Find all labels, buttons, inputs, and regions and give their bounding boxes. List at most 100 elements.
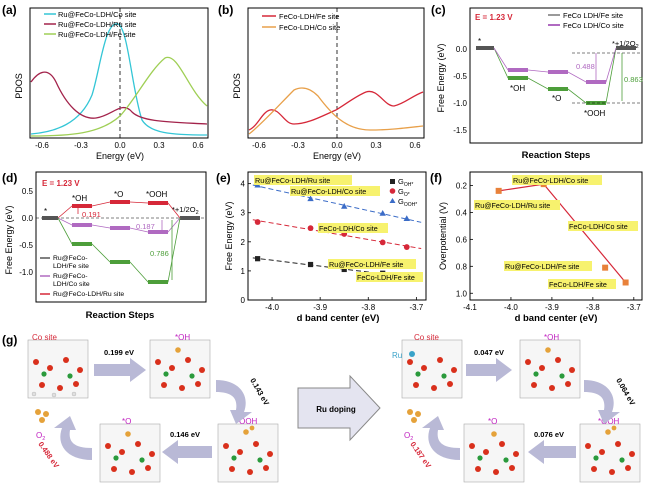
panel-label-a: (a) xyxy=(2,3,17,17)
panel-e-label-co: FeCo-LDH/Co site xyxy=(319,224,378,233)
panel-d-oh: *OH xyxy=(72,194,87,203)
panel-f-site-labels: Ru@FeCo-LDH/Co site Ru@FeCo-LDH/Ru site … xyxy=(474,175,638,289)
panel-a: (a) Ru@FeCo-LDH/Co site Ru@FeCo-LDH/Ru s… xyxy=(2,3,209,161)
panel-d: (d) E = 1.23 V * *OH *O *OOH *+1/ xyxy=(2,171,207,321)
panel-c-gap1: 0.488 xyxy=(576,62,595,71)
legend-d-co-line1: Ru@FeCo- xyxy=(53,273,87,280)
panel-e-point xyxy=(379,210,386,216)
panel-c-o2: *+1/2O2 xyxy=(612,39,639,50)
g-right-site: Co site xyxy=(414,333,439,342)
panel-a-xtick: 0.3 xyxy=(153,141,165,150)
panel-f-xlabel: d band center (eV) xyxy=(515,313,598,324)
slab-left-bottom-1 xyxy=(99,423,161,483)
slab-left-top-2 xyxy=(149,339,211,399)
panel-d-potential: E = 1.23 V xyxy=(42,179,80,188)
panel-e-ytick: 3 xyxy=(241,209,246,218)
g-left-arrows xyxy=(54,358,252,464)
panel-f-xtick: -3.8 xyxy=(586,303,600,312)
g-right-e1: 0.047 eV xyxy=(474,348,504,357)
panel-label-g: (g) xyxy=(2,333,17,347)
legend-e-oh-sub: OH* xyxy=(404,182,414,188)
panel-f: (f) Ru@FeCo-LDH/Co site Ru@FeCo-LDH/Ru s… xyxy=(430,171,643,324)
panel-f-point xyxy=(495,187,502,194)
panel-d-ytick: 0.0 xyxy=(22,214,34,223)
g-right-arrows xyxy=(422,358,620,464)
panel-a-xtick: -0.6 xyxy=(35,141,49,150)
legend-d-fe-line2: LDH/Fe site xyxy=(53,263,89,270)
panel-a-xtick: -0.3 xyxy=(74,141,88,150)
panel-e-point xyxy=(341,266,347,273)
panel-e-fit-2 xyxy=(252,184,422,223)
panel-label-b: (b) xyxy=(218,3,233,17)
panel-d-gap1: 0.191 xyxy=(82,210,101,219)
panel-e-point xyxy=(403,244,410,250)
panel-c-potential: E = 1.23 V xyxy=(475,13,513,22)
panel-f-xtick: -4.1 xyxy=(463,303,477,312)
panel-b-ylabel: PDOS xyxy=(232,73,242,99)
legend-e-ooh: GOOH* xyxy=(398,197,417,208)
panel-f-ylabel: Overpotential (V) xyxy=(438,202,448,270)
panel-f-ytick: 1.0 xyxy=(456,289,468,298)
arrow-curve-down xyxy=(584,380,620,424)
legend-e-o: GO* xyxy=(398,187,410,198)
panel-c-oh: *OH xyxy=(510,84,525,93)
panel-e-ytick: 4 xyxy=(241,180,246,189)
panel-d-star: * xyxy=(44,207,47,216)
panel-c-frame xyxy=(469,7,643,144)
panel-f-ytick: 0.4 xyxy=(456,208,468,217)
slab-right-top-2 xyxy=(519,339,581,399)
panel-label-d: (d) xyxy=(2,171,17,185)
slab-left-top-1 xyxy=(27,339,89,399)
panel-b-curve-fe xyxy=(248,90,424,131)
panel-b-xtick: -0.6 xyxy=(252,141,266,150)
legend-a-fe: Ru@FeCo-LDH/Fe site xyxy=(58,30,136,39)
panel-label-c: (c) xyxy=(431,3,446,17)
panel-e-legend: GOH* GO* GOOH* xyxy=(389,177,417,208)
slab-right-bottom-1 xyxy=(463,423,525,483)
panel-d-connector-green xyxy=(57,217,181,283)
panel-f-frame xyxy=(469,171,643,301)
panel-c-o2-sub: 2 xyxy=(636,44,639,50)
panel-e-point xyxy=(403,215,410,221)
panel-e-ytick: 2 xyxy=(241,238,246,247)
slab-right-bottom-2 xyxy=(579,423,641,483)
panel-b-curve-co xyxy=(248,87,424,135)
slab-left-bottom-2 xyxy=(217,423,279,483)
panel-a-curve-fe xyxy=(30,56,208,137)
panel-e-fit-1 xyxy=(252,219,422,250)
panel-e-point xyxy=(254,219,261,225)
panel-f-label-ruco: Ru@FeCo-LDH/Co site xyxy=(513,176,588,185)
g-right-o2: O2 xyxy=(404,431,413,442)
panel-f-xtick: -3.7 xyxy=(627,303,641,312)
panel-d-ytick: -0.5 xyxy=(19,241,33,250)
panel-f-point xyxy=(602,264,609,271)
panel-d-o2-sub: 2 xyxy=(196,210,199,216)
panel-e-label-ru: Ru@FeCo-LDH/Ru site xyxy=(255,176,330,185)
g-right-ru: Ru xyxy=(392,351,402,360)
panel-b-xlabel: Energy (eV) xyxy=(313,151,361,161)
panel-f-xtick: -4.0 xyxy=(504,303,518,312)
panel-f-label-rufe: Ru@FeCo-LDH/Fe site xyxy=(505,262,579,271)
legend-a-ru: Ru@FeCo-LDH/Ru site xyxy=(58,20,136,29)
g-left-site: Co site xyxy=(32,333,57,342)
panel-d-connector-red xyxy=(57,201,181,219)
panel-e-point xyxy=(341,203,348,209)
panel-c-ytick: 0.0 xyxy=(456,45,468,54)
panel-d-legend: Ru@FeCo- LDH/Fe site Ru@FeCo- LDH/Co sit… xyxy=(40,255,124,298)
panel-d-o: *O xyxy=(114,190,123,199)
g-left-oh: *OH xyxy=(175,333,190,342)
panel-b-xtick: -0.3 xyxy=(291,141,305,150)
ru-doping-label: Ru doping xyxy=(316,405,356,414)
g-right-o: *O xyxy=(488,417,497,426)
panel-d-ytick: -1.0 xyxy=(19,268,33,277)
panel-e-point xyxy=(307,195,314,202)
panel-a-xtick: 0.0 xyxy=(114,141,126,150)
ru-doping-arrow-shape xyxy=(297,374,381,442)
panel-c-ooh: *OOH xyxy=(584,109,606,118)
g-left-e1: 0.199 eV xyxy=(104,348,134,357)
panel-a-ylabel: PDOS xyxy=(14,73,24,99)
g-right-e4: 0.187 eV xyxy=(408,440,433,470)
panel-d-ooh: *OOH xyxy=(146,190,168,199)
panel-e-point xyxy=(307,225,314,232)
panel-label-e: (e) xyxy=(216,171,231,185)
